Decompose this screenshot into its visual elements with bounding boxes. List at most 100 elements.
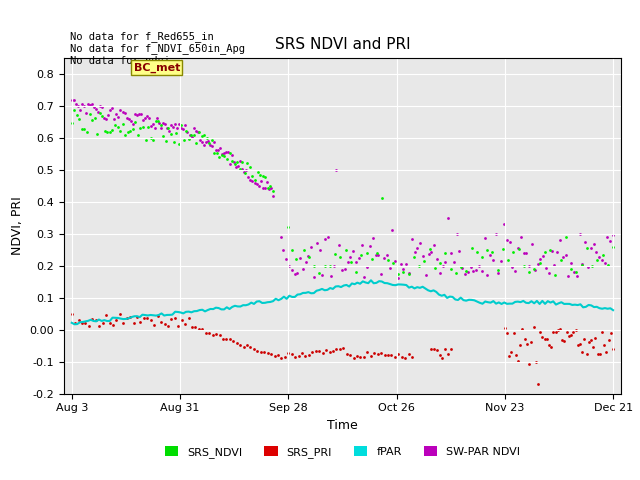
- Point: [499, 220, 509, 228]
- Point: [97, 319, 108, 327]
- Point: [227, 157, 237, 165]
- Point: [314, 348, 324, 355]
- Point: [297, 349, 307, 357]
- Point: [398, 265, 408, 273]
- Point: [295, 254, 305, 262]
- Point: [90, 114, 100, 122]
- Point: [87, 117, 97, 124]
- Point: [135, 125, 145, 132]
- Point: [506, 348, 516, 356]
- Point: [335, 253, 346, 261]
- Point: [191, 127, 201, 135]
- Point: [559, 337, 570, 345]
- Point: [488, 256, 498, 264]
- Point: [608, 231, 618, 239]
- Point: [577, 348, 588, 356]
- Point: [170, 120, 180, 128]
- Point: [215, 144, 225, 152]
- Point: [146, 316, 156, 324]
- Point: [176, 121, 186, 129]
- Point: [105, 106, 115, 114]
- Point: [204, 329, 214, 337]
- Point: [156, 124, 166, 132]
- Point: [561, 328, 572, 336]
- Point: [569, 268, 579, 276]
- Point: [520, 335, 530, 343]
- Point: [383, 351, 393, 359]
- Point: [372, 350, 383, 358]
- Point: [82, 128, 92, 136]
- Point: [70, 100, 81, 108]
- Point: [264, 185, 274, 193]
- Point: [239, 168, 250, 176]
- Point: [426, 248, 436, 256]
- Point: [566, 260, 576, 267]
- Point: [454, 247, 465, 255]
- Point: [388, 259, 398, 267]
- Point: [91, 106, 101, 113]
- Point: [150, 124, 160, 132]
- Point: [255, 177, 266, 185]
- Point: [156, 120, 166, 128]
- Point: [340, 246, 351, 253]
- Point: [203, 137, 213, 145]
- Point: [109, 115, 120, 123]
- Point: [259, 348, 269, 356]
- Point: [534, 259, 545, 267]
- Point: [524, 262, 534, 270]
- Point: [314, 246, 324, 254]
- Point: [257, 184, 268, 192]
- Point: [597, 328, 607, 336]
- Point: [529, 323, 539, 331]
- Point: [154, 119, 164, 127]
- Point: [367, 234, 378, 242]
- Point: [180, 121, 191, 129]
- Point: [221, 335, 232, 342]
- Point: [419, 257, 429, 264]
- Point: [493, 270, 504, 277]
- Point: [432, 346, 442, 353]
- Point: [338, 344, 348, 352]
- Point: [128, 125, 138, 132]
- Point: [588, 240, 598, 248]
- Point: [380, 351, 390, 359]
- Point: [561, 233, 571, 240]
- Point: [79, 102, 89, 109]
- Point: [435, 351, 445, 359]
- Point: [371, 252, 381, 259]
- Point: [197, 325, 207, 333]
- Point: [383, 256, 393, 264]
- Point: [503, 256, 513, 264]
- Point: [124, 115, 134, 123]
- Point: [162, 124, 172, 132]
- Point: [113, 123, 123, 131]
- Point: [522, 340, 532, 348]
- Point: [557, 253, 568, 261]
- Point: [101, 115, 111, 123]
- Point: [159, 320, 170, 328]
- Point: [75, 106, 85, 114]
- Point: [502, 236, 512, 243]
- Point: [113, 113, 124, 121]
- Point: [160, 120, 170, 128]
- Point: [390, 258, 400, 265]
- Point: [485, 251, 495, 259]
- Point: [143, 123, 153, 131]
- Point: [221, 148, 231, 156]
- Point: [105, 128, 115, 136]
- Point: [138, 116, 148, 124]
- Point: [266, 184, 276, 192]
- Point: [120, 108, 130, 116]
- Point: [548, 328, 559, 336]
- Point: [273, 351, 283, 359]
- Point: [108, 321, 118, 328]
- Point: [84, 110, 95, 118]
- Point: [245, 343, 255, 350]
- Point: [580, 238, 590, 246]
- Point: [377, 194, 387, 202]
- Point: [172, 124, 182, 132]
- Point: [407, 353, 417, 361]
- Point: [125, 117, 136, 125]
- Point: [168, 138, 179, 145]
- Point: [426, 346, 436, 353]
